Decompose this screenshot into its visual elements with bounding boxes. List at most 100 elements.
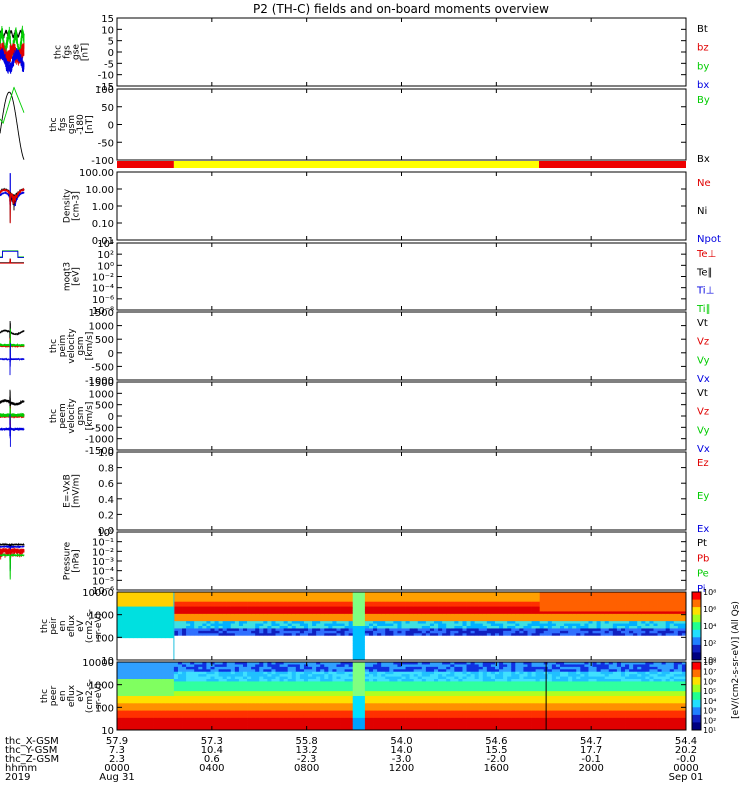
- vz-trace: [0, 405, 25, 430]
- bt-trace: [0, 29, 25, 39]
- y-axis-label: moqt3: [63, 262, 73, 291]
- ephemeris-value: -2.0: [487, 754, 507, 765]
- colorbar-swatch: [692, 707, 701, 716]
- ephemeris-value: 1200: [389, 763, 414, 774]
- y-axis-label: thc: [49, 117, 59, 131]
- colorbar-swatch: [692, 662, 701, 671]
- y-axis-label: [nT]: [85, 115, 95, 133]
- y-tick-label: 10⁻²: [92, 547, 114, 558]
- colorbar-tick-label: 10⁷: [703, 668, 716, 677]
- y-tick-label: 0: [108, 121, 114, 132]
- colorbar-tick-label: 10⁴: [703, 697, 716, 706]
- y-tick-label: 100: [95, 85, 114, 96]
- legend-label: Vy: [697, 355, 710, 366]
- y-tick-label: 10: [101, 656, 114, 667]
- ne-trace: [0, 187, 25, 224]
- y-axis-label: eV: [76, 619, 86, 632]
- legend-label: Ey: [697, 491, 709, 502]
- y-tick-label: 0.4: [98, 495, 114, 506]
- legend-label: Te⊥: [696, 249, 716, 260]
- y-axis-label: [km/s]: [85, 332, 95, 361]
- panel-2: 100 50 0 -50 -100 thc fgs gsm -180 [nT] By Bx: [0, 85, 710, 167]
- y-tick-label: 0.8: [98, 464, 114, 475]
- legend-label: Ni: [697, 206, 707, 217]
- y-tick-label: 5: [108, 37, 114, 48]
- legend-label: Vt: [697, 388, 708, 399]
- colorbar-swatch: [692, 692, 701, 701]
- y-axis-label: velocity: [67, 398, 77, 434]
- vy-trace: [0, 406, 25, 423]
- colorbar-tick-label: 10⁸: [703, 658, 716, 667]
- legend-label: By: [697, 95, 710, 106]
- y-axis-label: thc: [40, 619, 50, 633]
- y-tick-label: 0.2: [98, 510, 114, 521]
- y-tick-label: 100.00: [79, 168, 114, 179]
- colorbar-swatch: [692, 607, 701, 616]
- y-axis-label: sr-eV): [94, 613, 104, 639]
- y-axis-label: eV: [76, 689, 86, 702]
- ephemeris-value: 2000: [578, 763, 603, 774]
- y-tick-label: 1500: [89, 378, 114, 389]
- ephemeris-value: 54.0: [390, 736, 412, 747]
- y-axis-label: thc: [49, 339, 59, 353]
- y-axis-label: [km/s]: [85, 402, 95, 431]
- panel-frame: [116, 311, 687, 381]
- pb-trace: [0, 547, 25, 560]
- legend-label: Vx: [697, 374, 710, 385]
- colorbar-swatch: [692, 592, 701, 601]
- panel-3: 100.00 10.00 1.00 0.10 0.01 Density [cm-3] Ne Ni…: [0, 168, 721, 247]
- y-tick-label: 0.0: [98, 526, 114, 537]
- y-tick-label: 1.0: [98, 448, 114, 459]
- legend-label: Pi: [697, 584, 706, 595]
- ephemeris-table: thc_X-GSM 57.9 57.3 55.8 54.0 54.6 54.7 54.4 thc…: [5, 736, 703, 783]
- y-tick-label: 10⁻⁶: [92, 586, 114, 597]
- y-axis-label: eflux: [67, 684, 77, 707]
- y-tick-label: 100: [95, 703, 114, 714]
- legend-label: bx: [697, 80, 709, 91]
- y-axis-label: peem: [58, 403, 68, 429]
- colorbar-tick-label: 10¹: [703, 726, 716, 735]
- plot-title: P2 (TH-C) fields and on-board moments ov…: [253, 2, 549, 16]
- y-tick-label: -10: [98, 71, 114, 82]
- colorbar-swatch: [692, 637, 701, 646]
- ephemeris-value: -3.0: [392, 754, 412, 765]
- y-tick-label: 1000: [89, 681, 114, 692]
- y-axis-label: eflux: [67, 614, 77, 637]
- ephemeris-value: 57.3: [201, 736, 223, 747]
- colorbar-tick-label: 10⁵: [703, 687, 716, 696]
- y-axis-label: [nT]: [81, 43, 91, 61]
- y-axis-label: thc: [54, 45, 64, 59]
- y-axis-label: thc: [40, 689, 50, 703]
- ephemeris-value: 17.7: [580, 745, 602, 756]
- y-tick-label: 1000: [89, 322, 114, 333]
- y-axis-label: en: [58, 690, 68, 701]
- ti-perp-trace: [0, 250, 24, 259]
- colorbar-tick-label: 10³: [703, 707, 716, 716]
- y-tick-label: 10⁻³: [92, 557, 114, 568]
- y-axis-label: gse: [72, 44, 82, 60]
- ephemeris-value: 7.3: [109, 745, 125, 756]
- y-axis-label: (cm2-s-: [85, 609, 95, 643]
- legend-label: Vt: [697, 318, 708, 329]
- ephemeris-value: -0.0: [676, 754, 696, 765]
- ephemeris-value: 54.7: [580, 736, 602, 747]
- y-axis-label: velocity: [67, 328, 77, 364]
- legend-label: Ti⊥: [696, 286, 714, 297]
- panel-frame: [116, 171, 687, 241]
- y-tick-label: 10⁰: [97, 528, 114, 539]
- vt-trace: [0, 389, 25, 414]
- panel-frame: [116, 451, 687, 531]
- ephemeris-value: 0800: [294, 763, 319, 774]
- y-tick-label: 1500: [89, 308, 114, 319]
- y-tick-label: -50: [98, 138, 114, 149]
- ephemeris-value: 0.6: [204, 754, 220, 765]
- y-tick-label: 10⁻²: [92, 273, 114, 284]
- date-label: 2019: [5, 772, 30, 783]
- ephemeris-value: 10.4: [201, 745, 223, 756]
- y-tick-label: 10: [101, 726, 114, 737]
- y-axis-label: peir: [49, 617, 59, 635]
- y-axis-label: [cm-3]: [72, 191, 82, 221]
